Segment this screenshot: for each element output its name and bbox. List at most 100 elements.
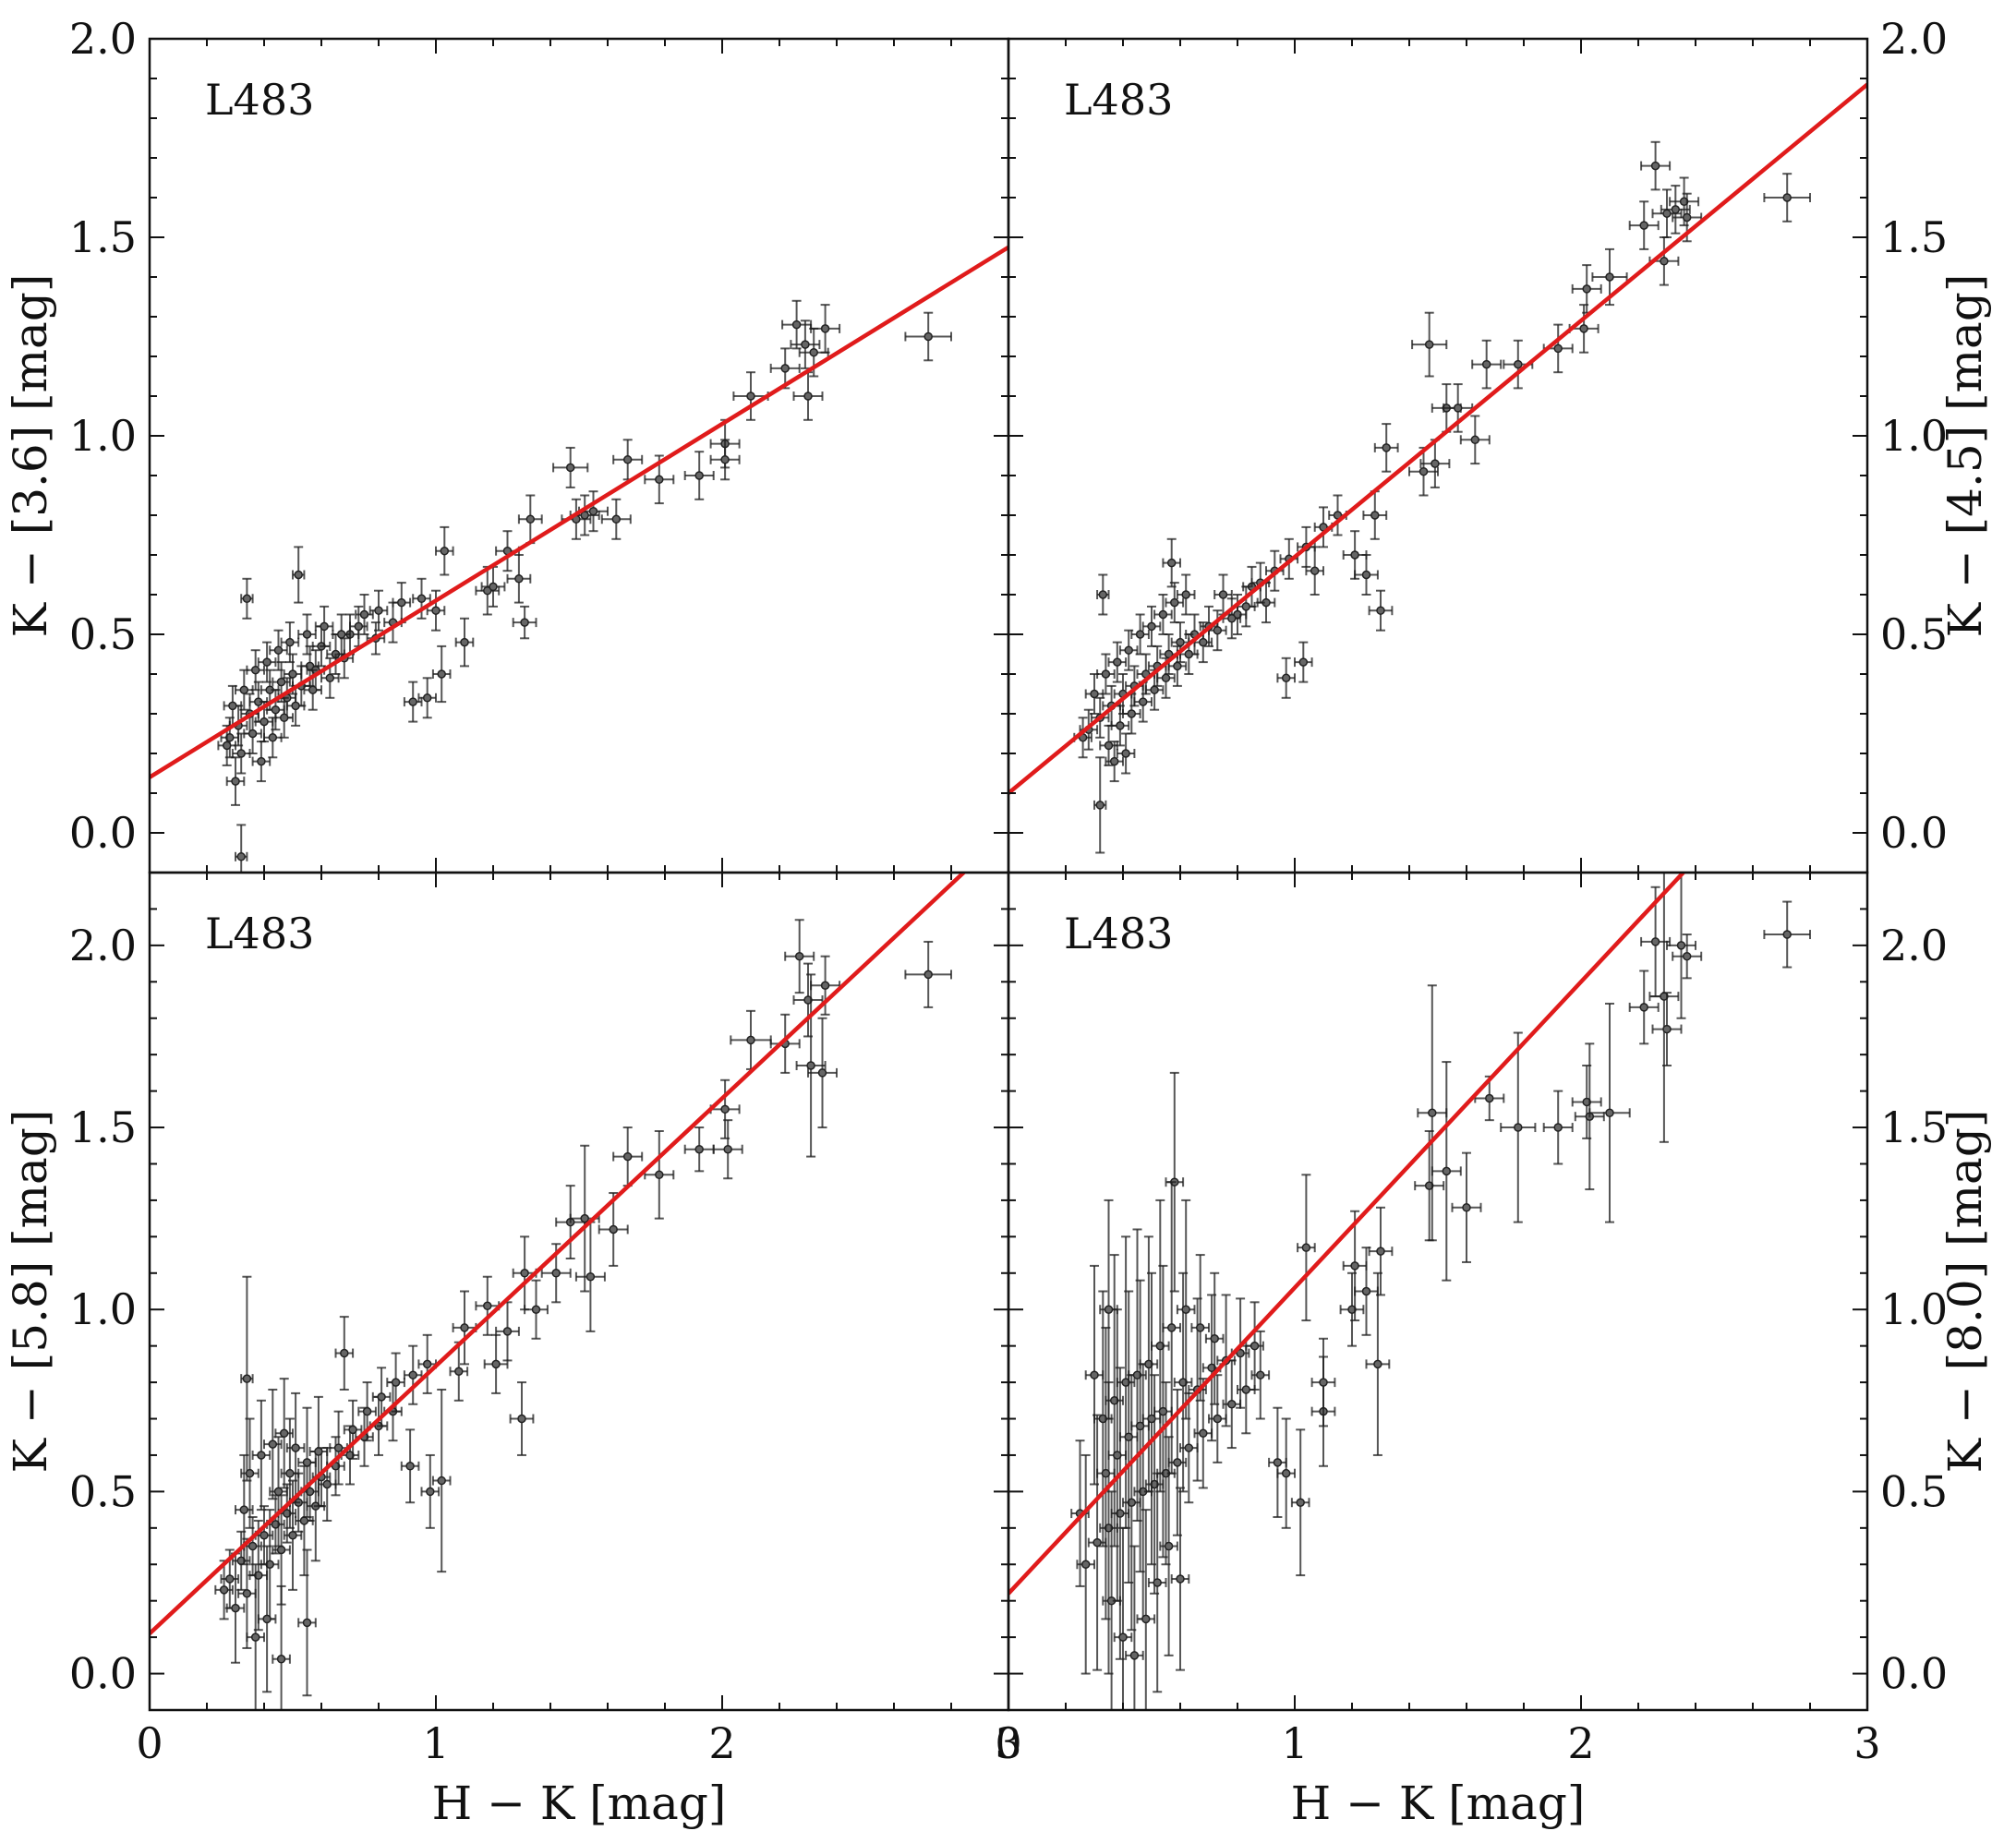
data-point [1354, 554, 1379, 596]
data-marker [580, 1213, 589, 1223]
data-point [1354, 1247, 1379, 1336]
data-marker [1095, 801, 1105, 810]
data-marks [1008, 873, 1811, 1710]
data-marker [236, 852, 246, 861]
data-marker [1236, 1348, 1245, 1358]
data-marker [655, 475, 664, 485]
panel-label: L483 [1064, 909, 1173, 958]
data-point [248, 1519, 269, 1632]
data-marker [1241, 602, 1251, 611]
x-tick-label: 0 [136, 1718, 163, 1768]
data-marker [294, 570, 303, 580]
data-point [1230, 1297, 1250, 1409]
data-marker [1660, 257, 1669, 266]
y-tick-label: 2.0 [69, 921, 137, 970]
data-marker [1199, 1428, 1208, 1439]
data-marker [299, 1516, 309, 1525]
data-point [683, 451, 715, 500]
data-point [1245, 1301, 1264, 1391]
data-point [732, 371, 769, 421]
data-marker [531, 1305, 541, 1314]
data-marker [454, 1367, 464, 1377]
data-point [1500, 1031, 1537, 1223]
data-marker [1213, 625, 1223, 635]
data-marker [1113, 657, 1122, 667]
data-marker [1639, 221, 1648, 230]
data-marker [219, 1585, 229, 1595]
data-marker [1605, 272, 1614, 282]
data-marker [611, 514, 622, 524]
y-tick-label: 0.0 [69, 808, 137, 858]
data-point [1640, 140, 1672, 191]
data-point [1628, 970, 1660, 1045]
data-marker [1462, 1203, 1471, 1212]
data-point [612, 439, 644, 481]
data-marker [242, 594, 252, 604]
data-point [269, 629, 288, 671]
data-marker [820, 981, 830, 990]
data-marker [362, 1406, 372, 1416]
data-marker [1682, 951, 1692, 961]
data-point [295, 1464, 314, 1577]
data-marker [260, 1530, 269, 1540]
data-point [1503, 339, 1534, 390]
y-tick-label: 0.0 [1880, 808, 1948, 858]
data-marker [416, 594, 427, 604]
data-marker [354, 621, 364, 632]
y-axis-label: K − [3.6] [mag] [4, 274, 57, 638]
data-marker [273, 645, 284, 655]
data-point [217, 724, 236, 766]
data-point [452, 1290, 477, 1366]
data-marker [1350, 550, 1359, 560]
data-marker [1199, 637, 1208, 647]
x-tick-label: 3 [995, 1718, 1021, 1768]
data-marker [1605, 1108, 1614, 1118]
data-marker [276, 1545, 286, 1555]
data-point [332, 613, 351, 656]
data-point [1408, 446, 1439, 497]
data-point [495, 530, 520, 572]
y-tick-label: 0.0 [69, 1649, 137, 1699]
data-marker [1090, 689, 1099, 699]
data-point [420, 1453, 441, 1529]
data-point [246, 649, 265, 692]
data-marker [1227, 1399, 1237, 1409]
data-point [1474, 1075, 1505, 1122]
data-point [285, 684, 306, 727]
data-marker [426, 1487, 435, 1497]
x-tick-label: 1 [1281, 1718, 1308, 1768]
data-point [251, 741, 272, 783]
data-marker [1158, 609, 1168, 620]
data-marker [720, 455, 730, 464]
data-marker [1170, 597, 1179, 608]
data-marker [1301, 1243, 1311, 1252]
data-marker [1184, 1443, 1194, 1452]
data-marker [1147, 621, 1156, 632]
data-marker [302, 630, 312, 639]
data-point [280, 1417, 300, 1529]
data-point [1208, 609, 1227, 652]
data-point [417, 677, 437, 719]
fit-line [150, 873, 967, 1635]
data-point [1459, 415, 1491, 465]
data-marker [1080, 1560, 1091, 1570]
data-marker [1210, 1334, 1219, 1343]
data-point [792, 962, 824, 1038]
data-marker [1782, 193, 1792, 202]
data-point [1118, 1290, 1139, 1584]
data-point [810, 955, 841, 1016]
data-marker [262, 1614, 272, 1624]
data-marker [377, 1392, 386, 1402]
x-tick-label: 1 [422, 1718, 449, 1768]
data-marker [247, 1541, 258, 1551]
data-point [1294, 641, 1313, 683]
data-point [297, 1548, 317, 1697]
data-marker [806, 1061, 815, 1070]
data-marker [1361, 1286, 1371, 1296]
data-point [343, 1399, 363, 1460]
data-marker [1181, 1305, 1190, 1314]
data-marker [1582, 284, 1591, 294]
data-point [1105, 741, 1124, 783]
data-marker [525, 514, 536, 524]
data-point [509, 1381, 535, 1456]
